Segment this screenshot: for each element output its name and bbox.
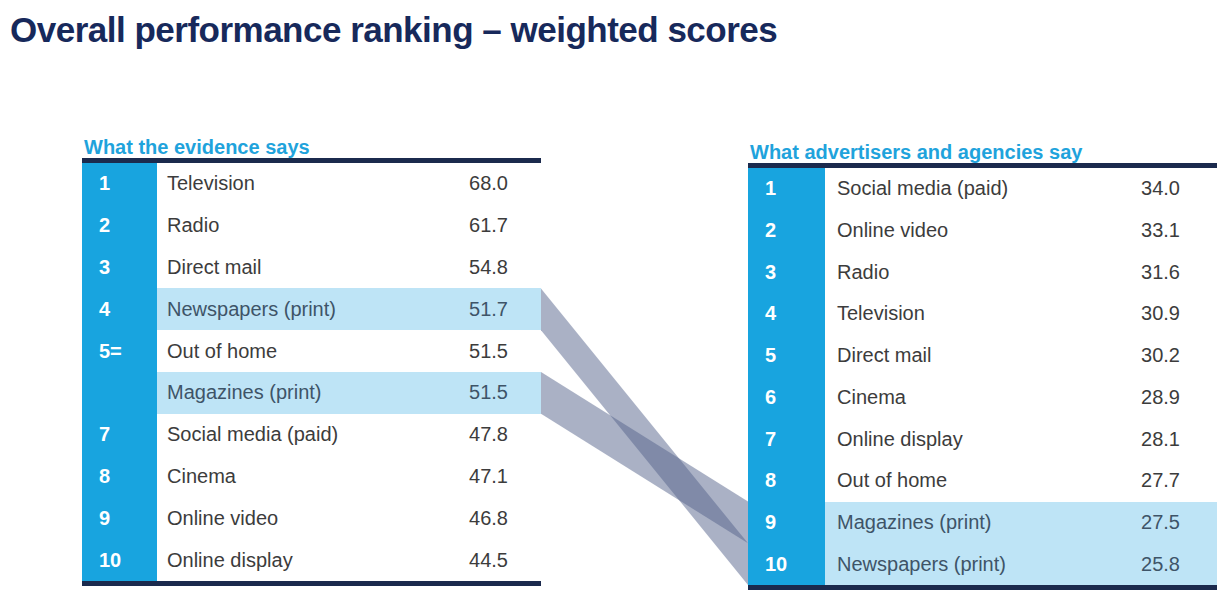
medium-name: Direct mail (157, 247, 431, 289)
medium-name: Direct mail (825, 335, 1102, 377)
score-value: 44.5 (431, 539, 541, 581)
score-value: 28.9 (1102, 377, 1217, 419)
medium-name: Newspapers (print) (157, 288, 431, 330)
medium-name: Out of home (157, 330, 431, 372)
score-value: 47.1 (431, 456, 541, 498)
table-row: 5=Out of home51.5 (82, 330, 541, 372)
medium-name: Online video (157, 497, 431, 539)
advertisers-table: What advertisers and agencies say 1Socia… (748, 141, 1217, 590)
score-value: 51.5 (431, 372, 541, 414)
score-value: 34.0 (1102, 168, 1217, 210)
rank-cell: 6 (748, 377, 825, 419)
score-value: 33.1 (1102, 210, 1217, 252)
rank-cell: 9 (82, 497, 157, 539)
medium-name: Cinema (825, 377, 1102, 419)
score-value: 27.5 (1102, 502, 1217, 544)
rank-cell: 1 (82, 163, 157, 205)
evidence-table-rows: 1Television68.02Radio61.73Direct mail54.… (82, 163, 541, 581)
rank-cell: 7 (748, 418, 825, 460)
medium-name: Magazines (print) (825, 502, 1102, 544)
table-row: 9Magazines (print)27.5 (748, 502, 1217, 544)
evidence-table: What the evidence says 1Television68.02R… (82, 136, 541, 586)
score-value: 47.8 (431, 414, 541, 456)
table-row: 8Cinema47.1 (82, 456, 541, 498)
score-value: 30.9 (1102, 293, 1217, 335)
table-row: 1Social media (paid)34.0 (748, 168, 1217, 210)
medium-name: Newspapers (print) (825, 543, 1102, 585)
table-row: 9Online video46.8 (82, 497, 541, 539)
rank-cell: 4 (748, 293, 825, 335)
table-row: 2Radio61.7 (82, 205, 541, 247)
connection-band (541, 288, 748, 585)
score-value: 51.7 (431, 288, 541, 330)
score-value: 61.7 (431, 205, 541, 247)
rank-cell: 7 (82, 414, 157, 456)
rank-cell: 3 (748, 251, 825, 293)
medium-name: Magazines (print) (157, 372, 431, 414)
table-row: 6Cinema28.9 (748, 377, 1217, 419)
medium-name: Online display (157, 539, 431, 581)
table-row: 5Direct mail30.2 (748, 335, 1217, 377)
rank-cell: 9 (748, 502, 825, 544)
rank-cell: 5= (82, 330, 157, 372)
rank-cell: 2 (82, 205, 157, 247)
rank-cell (82, 372, 157, 414)
rank-cell: 8 (82, 456, 157, 498)
table-row: 8Out of home27.7 (748, 460, 1217, 502)
table-row: 10Online display44.5 (82, 539, 541, 581)
rank-cell: 10 (748, 543, 825, 585)
table-row: 3Direct mail54.8 (82, 247, 541, 289)
table-row: 7Online display28.1 (748, 418, 1217, 460)
score-value: 27.7 (1102, 460, 1217, 502)
table-row: 3Radio31.6 (748, 251, 1217, 293)
rank-cell: 1 (748, 168, 825, 210)
table-row: 4Newspapers (print)51.7 (82, 288, 541, 330)
evidence-table-title: What the evidence says (82, 136, 541, 158)
medium-name: Out of home (825, 460, 1102, 502)
advertisers-table-rows: 1Social media (paid)34.02Online video33.… (748, 168, 1217, 585)
score-value: 46.8 (431, 497, 541, 539)
table-row: 4Television30.9 (748, 293, 1217, 335)
medium-name: Television (825, 293, 1102, 335)
rank-cell: 5 (748, 335, 825, 377)
score-value: 25.8 (1102, 543, 1217, 585)
medium-name: Radio (157, 205, 431, 247)
rank-cell: 3 (82, 247, 157, 289)
score-value: 28.1 (1102, 418, 1217, 460)
score-value: 51.5 (431, 330, 541, 372)
score-value: 31.6 (1102, 251, 1217, 293)
medium-name: Television (157, 163, 431, 205)
medium-name: Online display (825, 418, 1102, 460)
score-value: 68.0 (431, 163, 541, 205)
rank-cell: 4 (82, 288, 157, 330)
table-row: 2Online video33.1 (748, 210, 1217, 252)
table-row: Magazines (print)51.5 (82, 372, 541, 414)
table-row: 10Newspapers (print)25.8 (748, 543, 1217, 585)
medium-name: Cinema (157, 456, 431, 498)
connection-band (541, 372, 748, 543)
rank-cell: 2 (748, 210, 825, 252)
score-value: 54.8 (431, 247, 541, 289)
advertisers-table-title: What advertisers and agencies say (748, 141, 1217, 163)
medium-name: Social media (paid) (157, 414, 431, 456)
bottom-rule (748, 585, 1217, 590)
rank-cell: 8 (748, 460, 825, 502)
table-row: 1Television68.0 (82, 163, 541, 205)
bottom-rule (82, 581, 541, 586)
rank-cell: 10 (82, 539, 157, 581)
medium-name: Radio (825, 251, 1102, 293)
table-row: 7Social media (paid)47.8 (82, 414, 541, 456)
medium-name: Social media (paid) (825, 168, 1102, 210)
medium-name: Online video (825, 210, 1102, 252)
slide: Overall performance ranking – weighted s… (0, 0, 1223, 601)
score-value: 30.2 (1102, 335, 1217, 377)
